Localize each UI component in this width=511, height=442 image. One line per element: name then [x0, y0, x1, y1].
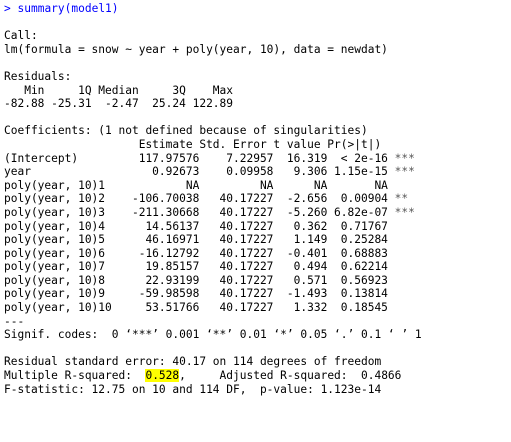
r-squared-label: Multiple R-squared:: [4, 369, 146, 383]
residuals-values: -82.88 -25.31 -2.47 25.24 122.89: [4, 97, 240, 111]
coef-row: poly(year, 10)5 46.16971 40.17227 1.149 …: [4, 233, 511, 247]
coef-row: poly(year, 10)9 -59.98598 40.17227 -1.49…: [4, 287, 511, 301]
blank-line: [4, 111, 511, 125]
call-header: Call:: [4, 29, 38, 43]
coef-row-text: poly(year, 10)4 14.56137 40.17227 0.362 …: [4, 219, 395, 233]
coef-row-text: poly(year, 10)10 53.51766 40.17227 1.332…: [4, 301, 395, 315]
coef-row-text: year 0.92673 0.09958 9.306 1.15e-15: [4, 165, 395, 179]
command-line: > summary(model1): [4, 2, 511, 16]
coef-row: (Intercept) 117.97576 7.22957 16.319 < 2…: [4, 152, 511, 166]
coef-row: poly(year, 10)10 53.51766 40.17227 1.332…: [4, 301, 511, 315]
coef-row-text: (Intercept) 117.97576 7.22957 16.319 < 2…: [4, 151, 395, 165]
significance-stars: **: [394, 192, 415, 206]
coefficients-columns: Estimate Std. Error t value Pr(>|t|): [4, 137, 409, 151]
coef-row: year 0.92673 0.09958 9.306 1.15e-15 ***: [4, 165, 511, 179]
residuals-header: Residuals:: [4, 69, 72, 83]
coef-row: poly(year, 10)8 22.93199 40.17227 0.571 …: [4, 274, 511, 288]
coef-row: poly(year, 10)4 14.56137 40.17227 0.362 …: [4, 220, 511, 234]
coef-row-text: poly(year, 10)9 -59.98598 40.17227 -1.49…: [4, 287, 395, 301]
adjusted-r-squared: , Adjusted R-squared: 0.4866: [179, 369, 409, 383]
significance-stars: ***: [394, 205, 415, 219]
coef-row: poly(year, 10)3 -211.30668 40.17227 -5.2…: [4, 206, 511, 220]
coef-row-text: poly(year, 10)6 -16.12792 40.17227 -0.40…: [4, 246, 395, 260]
r-squared-highlight: 0.528: [145, 369, 180, 383]
blank-line: [4, 16, 511, 30]
blank-line: [4, 56, 511, 70]
residual-standard-error: Residual standard error: 40.17 on 114 de…: [4, 355, 382, 369]
coef-row-text: poly(year, 10)1 NA NA NA NA: [4, 178, 395, 192]
blank-line: [4, 342, 511, 356]
coef-row: poly(year, 10)7 19.85157 40.17227 0.494 …: [4, 260, 511, 274]
coef-row-text: poly(year, 10)5 46.16971 40.17227 1.149 …: [4, 233, 395, 247]
coef-row-text: poly(year, 10)3 -211.30668 40.17227 -5.2…: [4, 205, 395, 219]
coef-row-text: poly(year, 10)2 -106.70038 40.17227 -2.6…: [4, 192, 395, 206]
coefficients-header: Coefficients: (1 not defined because of …: [4, 124, 368, 138]
coef-row: poly(year, 10)2 -106.70038 40.17227 -2.6…: [4, 192, 511, 206]
significance-stars: ***: [394, 151, 415, 165]
coef-row-text: poly(year, 10)7 19.85157 40.17227 0.494 …: [4, 260, 395, 274]
prompt-symbol: >: [4, 2, 11, 15]
coef-row: poly(year, 10)1 NA NA NA NA: [4, 179, 511, 193]
command-text: summary(model1): [17, 2, 119, 15]
r-console-output[interactable]: > summary(model1) Call: lm(formula = sno…: [0, 0, 511, 396]
f-statistic-line: F-statistic: 12.75 on 10 and 114 DF, p-v…: [4, 382, 382, 396]
coef-row: poly(year, 10)6 -16.12792 40.17227 -0.40…: [4, 247, 511, 261]
signif-codes: Signif. codes: 0 ‘***’ 0.001 ‘**’ 0.01 ‘…: [4, 328, 422, 342]
residuals-labels: Min 1Q Median 3Q Max: [4, 83, 240, 97]
separator-line: ---: [4, 314, 25, 328]
significance-stars: ***: [394, 165, 415, 179]
r-squared-line: Multiple R-squared: 0.528, Adjusted R-sq…: [4, 369, 511, 383]
coef-row-text: poly(year, 10)8 22.93199 40.17227 0.571 …: [4, 273, 395, 287]
call-formula: lm(formula = snow ~ year + poly(year, 10…: [4, 42, 388, 56]
